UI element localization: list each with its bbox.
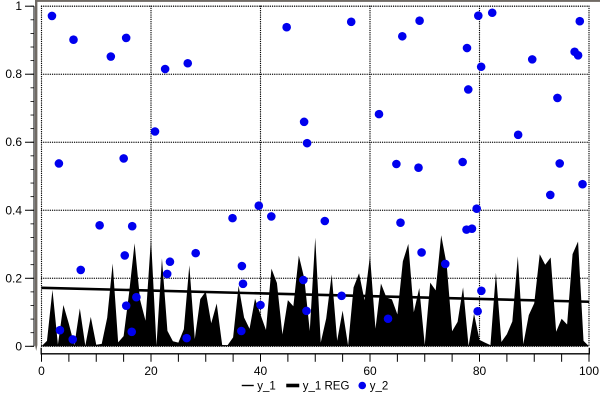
- svg-text:0.8: 0.8: [5, 67, 22, 81]
- svg-text:20: 20: [144, 364, 158, 378]
- svg-text:80: 80: [473, 364, 487, 378]
- svg-text:0.4: 0.4: [5, 203, 22, 217]
- svg-text:0: 0: [15, 339, 22, 353]
- svg-text:0.2: 0.2: [5, 271, 22, 285]
- svg-text:60: 60: [363, 364, 377, 378]
- svg-text:1: 1: [15, 0, 22, 13]
- svg-text:0: 0: [38, 364, 45, 378]
- svg-text:40: 40: [254, 364, 268, 378]
- svg-text:y_1 REG: y_1 REG: [303, 381, 350, 393]
- svg-text:0.6: 0.6: [5, 135, 22, 149]
- svg-text:100: 100: [579, 364, 599, 378]
- svg-text:y_1: y_1: [257, 381, 276, 393]
- svg-text:y_2: y_2: [370, 381, 389, 393]
